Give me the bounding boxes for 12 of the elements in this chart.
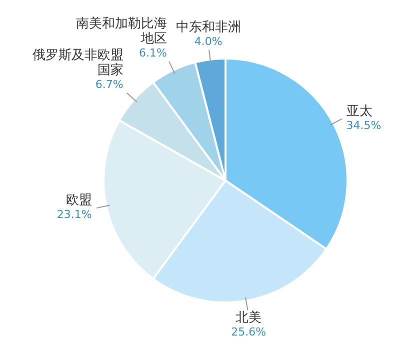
slice-label: 中东和非洲 bbox=[176, 20, 241, 35]
data-label: 4.0% bbox=[194, 34, 222, 48]
slice-label: 欧盟 bbox=[66, 193, 92, 208]
data-label: 6.7% bbox=[95, 78, 124, 92]
data-label: 6.1% bbox=[138, 46, 167, 60]
slice-label: 南美和加勒比海地区 bbox=[76, 15, 167, 46]
data-label: 23.1% bbox=[56, 208, 92, 222]
slice-label: 亚太 bbox=[346, 104, 372, 119]
data-label: 34.5% bbox=[346, 118, 382, 132]
slice-label: 俄罗斯及非欧盟国家 bbox=[32, 48, 124, 78]
slice-label: 北美 bbox=[236, 309, 262, 326]
data-label: 25.6% bbox=[231, 325, 266, 338]
